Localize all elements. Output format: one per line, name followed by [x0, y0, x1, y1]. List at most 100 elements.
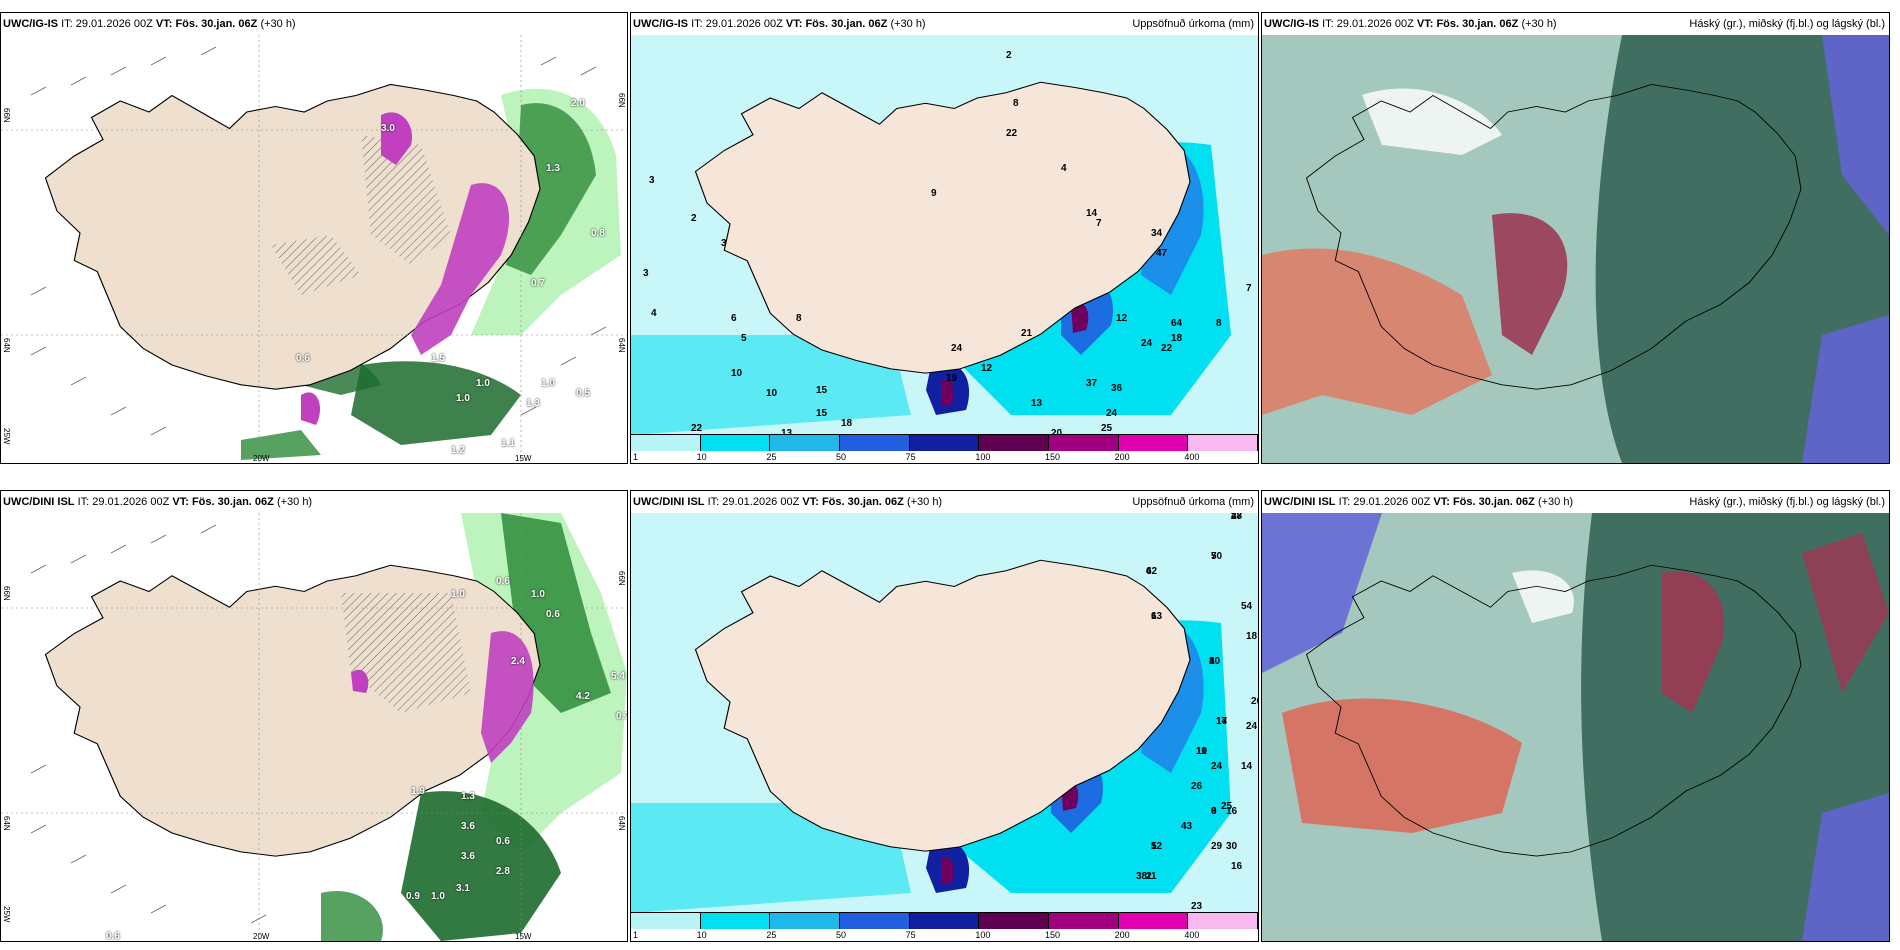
- precip-value-label: 54: [1241, 601, 1253, 612]
- precip-value-label: 70: [1211, 551, 1223, 562]
- precip-value-label: 3.0: [381, 123, 395, 134]
- precip-value-label: 18: [1171, 333, 1183, 344]
- precip-value-label: 1.0: [531, 589, 545, 600]
- colorbar-tick-label: 150: [1045, 452, 1061, 462]
- cloud-cover-map: [1262, 513, 1889, 941]
- colorbar-tick-label: 10: [696, 930, 707, 940]
- map-panel-cloud-cover-top: UWC/IG-IS IT: 29.01.2026 00Z VT: Fös. 30…: [1261, 12, 1890, 464]
- precip-value-label: 3.1: [456, 883, 470, 894]
- precip-shading: [241, 88, 621, 460]
- precip-value-label: 2: [1006, 50, 1012, 61]
- colorbar-swatch: [1188, 435, 1258, 451]
- precip-value-label: 13: [781, 428, 792, 439]
- colorbar-swatch: [1188, 913, 1258, 929]
- precip-value-label: 14: [1086, 208, 1098, 219]
- precip-value-label: 24: [951, 343, 963, 354]
- grid-label-66n: 66N: [2, 586, 11, 601]
- precip-value-label: 0.6: [296, 353, 310, 364]
- precip-value-label: 1.3: [546, 163, 560, 174]
- precip-value-label: 10: [1209, 656, 1221, 667]
- precip-value-label: 0.6: [106, 931, 120, 942]
- grid-label-66n-east: 66N: [617, 93, 626, 108]
- precip-value-label: 4: [1061, 163, 1067, 174]
- precip-wind-map: [1, 513, 627, 941]
- colorbar-tick-label: 100: [975, 930, 991, 940]
- precip-colorbar: 1 10 25 50 75 100 150 200 400: [631, 434, 1258, 463]
- precip-value-label: 12: [1151, 841, 1163, 852]
- precip-value-label: 1.9: [411, 786, 425, 797]
- precip-value-label: 6: [1151, 611, 1157, 622]
- precip-value-label: 4: [1146, 566, 1152, 577]
- precip-value-label: 10: [731, 368, 743, 379]
- panel-subtitle: Uppsöfnuð úrkoma (mm): [1132, 18, 1254, 30]
- precip-value-label: 10: [766, 388, 778, 399]
- panel-title: UWC/DINI ISL IT: 29.01.2026 00Z VT: Fös.…: [1, 491, 627, 513]
- precip-value-label: 7: [1096, 218, 1102, 229]
- panel-title: UWC/IG-IS IT: 29.01.2026 00Z VT: Fös. 30…: [1, 13, 627, 35]
- cloud-layers: [1262, 35, 1889, 463]
- precip-value-label: 18: [841, 418, 853, 429]
- precip-value-label: 15: [816, 408, 828, 419]
- precip-value-label: 9: [1211, 806, 1217, 817]
- heavy-precip-magenta: [301, 112, 510, 425]
- cloud-layers: [1262, 513, 1889, 941]
- grid-lines: [1, 513, 627, 941]
- snow-hatching: [341, 593, 471, 713]
- precip-value-label: 38: [1136, 871, 1148, 882]
- grid-label-25w: 25W: [2, 906, 11, 923]
- precip-value-label: 0.9: [406, 891, 420, 902]
- precip-value-label: 7: [1246, 283, 1252, 294]
- precip-value-label: 24: [1141, 338, 1153, 349]
- heavy-precip-magenta: [351, 631, 534, 763]
- precip-value-label: 1.5: [431, 353, 445, 364]
- precip-value-label: 0.6: [496, 836, 510, 847]
- grid-label-20w: 20W: [253, 454, 270, 463]
- precip-value-label: 1.3: [526, 398, 540, 409]
- precip-value-label: 1.1: [501, 438, 515, 449]
- accumulated-precip-map: [631, 35, 1258, 435]
- precip-value-label: 1.0: [541, 378, 555, 389]
- precip-value-label: 34: [1151, 228, 1163, 239]
- grid-label-64n-east: 64N: [617, 338, 626, 353]
- precip-value-label: 30: [1226, 841, 1238, 852]
- precip-value-label: 8: [1013, 98, 1019, 109]
- colorbar-tick-label: 400: [1184, 452, 1200, 462]
- precip-value-label: 37: [1086, 378, 1098, 389]
- precip-value-label: 22: [1006, 128, 1018, 139]
- precip-wind-map: [1, 35, 627, 463]
- precip-value-label: 1.0: [476, 378, 490, 389]
- wind-barbs: [30, 46, 607, 436]
- precip-value-label: 0.8: [591, 228, 605, 239]
- precip-value-label: 0.6: [546, 609, 560, 620]
- precip-value-label: 15: [816, 385, 828, 396]
- map-panel-precip-wind-bottom: UWC/DINI ISL IT: 29.01.2026 00Z VT: Fös.…: [0, 490, 628, 942]
- precip-value-label: 17: [1216, 716, 1228, 727]
- colorbar-tick-label: 200: [1114, 930, 1130, 940]
- colorbar-swatch: [979, 435, 1049, 451]
- colorbar-swatch: [631, 435, 701, 451]
- precip-value-label: 11: [1196, 746, 1207, 757]
- precip-value-label: 2.0: [571, 98, 585, 109]
- precip-value-label: 5.4: [611, 671, 625, 682]
- precip-value-label: 1.0: [456, 393, 470, 404]
- precip-value-label: 26: [1191, 781, 1203, 792]
- precip-value-label: 62: [1146, 566, 1158, 577]
- colorbar-tick-label: 50: [836, 452, 847, 462]
- grid-label-66n: 66N: [2, 108, 11, 123]
- precip-value-label: 25: [1221, 801, 1233, 812]
- precip-value-label: 20: [1051, 428, 1062, 439]
- precip-value-label: 29: [1211, 841, 1223, 852]
- colorbar-swatch: [1049, 913, 1119, 929]
- accumulated-precip-map: [631, 513, 1258, 913]
- precip-value-label: 43: [1181, 821, 1193, 832]
- precip-value-label: 3.6: [461, 851, 475, 862]
- precip-value-label: 12: [1116, 313, 1128, 324]
- colorbar-swatch: [700, 435, 771, 451]
- precip-value-label: 22: [1161, 343, 1173, 354]
- grid-label-64n-east: 64N: [617, 816, 626, 831]
- precip-value-label: 1.2: [451, 445, 465, 456]
- colorbar-tick-label: 1: [633, 930, 639, 940]
- colorbar-swatch: [770, 913, 840, 929]
- colorbar-tick-label: 25: [766, 930, 777, 940]
- precip-value-label: 19: [946, 373, 958, 384]
